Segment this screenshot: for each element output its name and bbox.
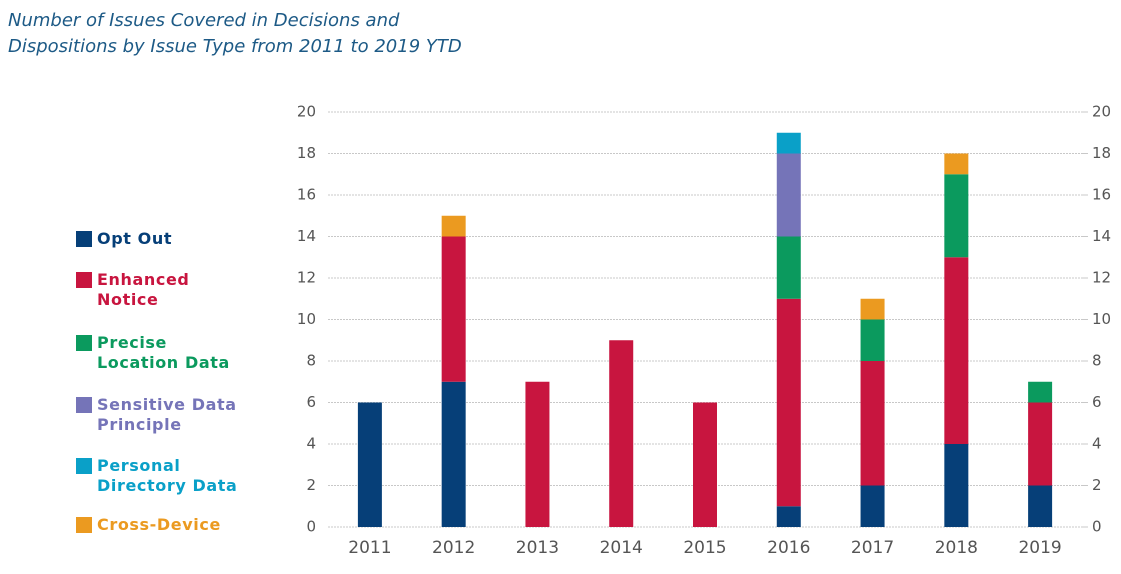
bar-segment [693,402,717,527]
bar-segment [944,444,969,527]
y2-tick-label: 20 [1092,103,1111,121]
legend-swatch [76,272,92,288]
y2-tick-label: 6 [1092,393,1102,411]
bar-segment [860,485,885,527]
legend-label: Enhanced Notice [97,270,190,309]
bar-segment [860,298,885,320]
x-tick-label: 2019 [1018,538,1061,558]
legend-swatch [76,335,92,351]
x-tick-label: 2017 [851,538,894,558]
y-tick-label: 20 [297,103,316,121]
x-tick-label: 2012 [432,538,475,558]
legend-item: Sensitive Data Principle [76,395,247,435]
y-tick-label: 0 [306,518,316,536]
y2-tick-label: 14 [1092,227,1111,245]
legend-item: Precise Location Data [76,333,247,373]
y-tick-label: 6 [306,393,316,411]
bar-segment [776,298,801,507]
chart-title: Number of Issues Covered in Decisions an… [8,10,462,57]
bar-segment [860,319,885,361]
bar-segment [441,215,466,237]
y-tick-label: 16 [297,186,316,204]
x-tick-label: 2011 [348,538,391,558]
y-tick-label: 14 [297,227,316,245]
y2-tick-label: 16 [1092,186,1111,204]
bar-segment [860,361,885,486]
legend-label: Sensitive Data Principle [97,395,237,434]
legend-swatch [76,397,92,413]
y2-tick-label: 12 [1092,269,1111,287]
legend-item: Opt Out [76,229,247,249]
y-tick-label: 2 [306,476,316,494]
x-tick-label: 2016 [767,538,810,558]
bar-segment [525,381,550,527]
bar-segment [1028,485,1053,527]
y2-tick-label: 18 [1092,144,1111,162]
bar-segment [776,506,801,527]
bar-segment [776,132,801,154]
legend-label: Cross-Device [97,515,221,534]
x-tick-label: 2013 [516,538,559,558]
y2-tick-label: 4 [1092,435,1102,453]
bar-segment [776,153,801,237]
x-tick-label: 2014 [600,538,643,558]
legend-item: Cross-Device [76,515,247,535]
bar-segment [441,236,466,382]
bar-segment [357,402,382,527]
legend-item: Personal Directory Data [76,456,247,496]
y2-tick-label: 0 [1092,518,1102,536]
legend-label: Precise Location Data [97,333,230,372]
bar-segment [776,236,801,299]
legend-swatch [76,231,92,247]
legend-label: Personal Directory Data [97,456,238,495]
legend-label: Opt Out [97,229,173,248]
legend-swatch [76,458,92,474]
bar-segment [944,174,969,258]
x-tick-label: 2015 [683,538,726,558]
legend-item: Enhanced Notice [76,270,247,310]
y2-tick-label: 2 [1092,476,1102,494]
bar-segment [1028,402,1053,486]
y2-tick-label: 8 [1092,352,1102,370]
x-tick-label: 2018 [935,538,978,558]
bar-segment [944,153,969,175]
bar-segment [944,257,969,444]
legend-swatch [76,517,92,533]
y-tick-label: 18 [297,144,316,162]
bar-segment [1028,381,1053,403]
y-tick-label: 12 [297,269,316,287]
bar-segment [441,381,466,527]
y2-tick-label: 10 [1092,310,1111,328]
y-tick-label: 10 [297,310,316,328]
y-tick-label: 8 [306,352,316,370]
bar-segment [609,340,634,527]
y-tick-label: 4 [306,435,316,453]
